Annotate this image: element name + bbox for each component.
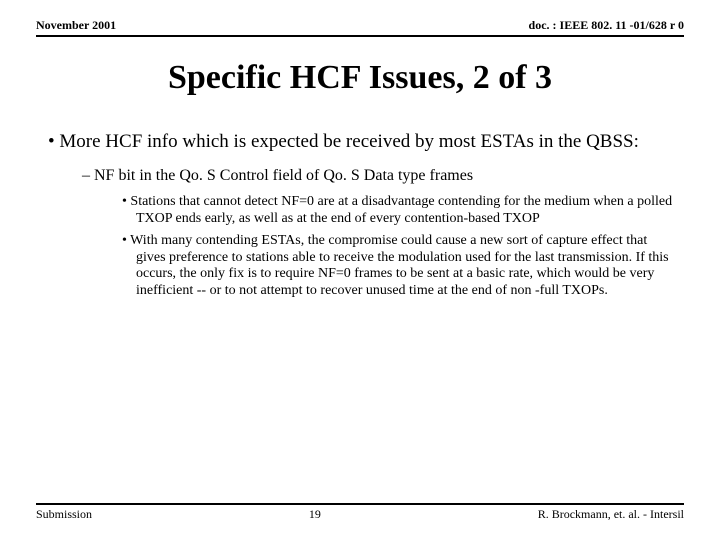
list-item: Stations that cannot detect NF=0 are at …: [122, 194, 678, 227]
footer-page-number: 19: [309, 507, 321, 522]
header-date: November 2001: [36, 18, 116, 33]
bullet-text: With many contending ESTAs, the compromi…: [130, 233, 668, 298]
bullet-list-level2: NF bit in the Qo. S Control field of Qo.…: [82, 167, 678, 299]
bullet-text: Stations that cannot detect NF=0 are at …: [130, 194, 672, 226]
header-doc-number: doc. : IEEE 802. 11 -01/628 r 0: [529, 18, 684, 33]
list-item: More HCF info which is expected be recei…: [42, 131, 678, 299]
footer-left: Submission: [36, 507, 92, 522]
footer-author: R. Brockmann, et. al. - Intersil: [538, 507, 684, 522]
footer-bar: Submission 19 R. Brockmann, et. al. - In…: [36, 503, 684, 522]
header-bar: November 2001 doc. : IEEE 802. 11 -01/62…: [36, 18, 684, 37]
list-item: NF bit in the Qo. S Control field of Qo.…: [82, 167, 678, 299]
bullet-list-level1: More HCF info which is expected be recei…: [42, 131, 678, 299]
body-area: More HCF info which is expected be recei…: [36, 131, 684, 299]
bullet-text: More HCF info which is expected be recei…: [59, 131, 638, 152]
bullet-list-level3: Stations that cannot detect NF=0 are at …: [122, 194, 678, 299]
slide-page: November 2001 doc. : IEEE 802. 11 -01/62…: [0, 0, 720, 540]
slide-title: Specific HCF Issues, 2 of 3: [36, 59, 684, 97]
list-item: With many contending ESTAs, the compromi…: [122, 233, 678, 299]
bullet-text: NF bit in the Qo. S Control field of Qo.…: [94, 167, 473, 184]
